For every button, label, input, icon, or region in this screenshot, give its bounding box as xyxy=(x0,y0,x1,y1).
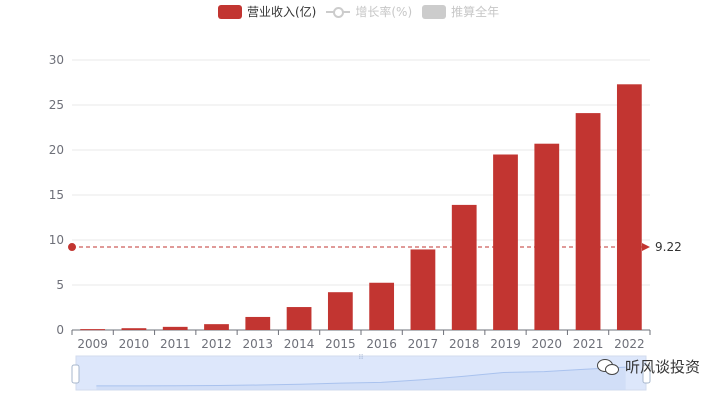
mark-line-label: 9.22 xyxy=(655,240,682,254)
legend-label-revenue: 营业收入(亿) xyxy=(247,5,317,19)
x-tick-label: 2020 xyxy=(532,337,563,351)
revenue-bar xyxy=(162,326,188,330)
x-tick-label: 2009 xyxy=(77,337,108,351)
revenue-bar xyxy=(245,316,271,330)
revenue-bar xyxy=(327,292,353,330)
x-tick-label: 2014 xyxy=(284,337,315,351)
datazoom-slider[interactable]: ⁞⁞ xyxy=(71,353,651,391)
x-tick-label: 2022 xyxy=(614,337,645,351)
x-tick-label: 2021 xyxy=(573,337,604,351)
watermark: 听风谈投资 xyxy=(596,356,700,377)
x-tick-label: 2018 xyxy=(449,337,480,351)
y-tick-label: 20 xyxy=(49,143,64,157)
datazoom-left-handle[interactable] xyxy=(71,364,80,384)
revenue-bar xyxy=(451,204,477,330)
revenue-bar xyxy=(616,84,642,330)
grid-lines xyxy=(72,59,650,286)
x-tick-label: 2015 xyxy=(325,337,356,351)
revenue-swatch-icon xyxy=(218,4,242,19)
legend-label-estimate: 推算全年 xyxy=(451,5,500,19)
y-tick-label: 10 xyxy=(49,233,64,247)
datazoom-preview-area xyxy=(96,367,626,390)
revenue-bar xyxy=(410,249,436,330)
chart-legend: 营业收入(亿) 增长率(%) 推算全年 xyxy=(218,3,499,20)
revenue-bar xyxy=(286,307,312,330)
revenue-bar xyxy=(80,329,106,331)
y-tick-label: 0 xyxy=(56,323,64,337)
x-tick-label: 2011 xyxy=(160,337,191,351)
x-tick-label: 2017 xyxy=(408,337,439,351)
x-tick-label: 2012 xyxy=(201,337,232,351)
legend-label-growth: 增长率(%) xyxy=(355,5,413,19)
x-tick-label: 2013 xyxy=(243,337,274,351)
x-axis-tick-labels: 2009 2010 2011 2012 2013 2014 2015 2016 2017 2018… xyxy=(71,330,651,351)
wechat-icon xyxy=(596,358,619,376)
revenue-bar xyxy=(369,282,395,330)
legend-item-growth[interactable]: 增长率(%) xyxy=(326,3,412,20)
x-tick-label: 2019 xyxy=(490,337,521,351)
datazoom-preview-line xyxy=(96,366,626,387)
y-tick-label: 15 xyxy=(49,188,64,202)
mark-line-start-dot xyxy=(68,243,76,252)
datazoom-right-handle[interactable] xyxy=(642,364,651,384)
y-tick-label: 5 xyxy=(56,278,64,292)
revenue-bar xyxy=(204,324,229,330)
x-tick-label: 2016 xyxy=(366,337,397,351)
revenue-bar xyxy=(493,154,518,330)
average-mark-line: 9.22 xyxy=(68,240,682,254)
legend-item-revenue[interactable]: 营业收入(亿) xyxy=(218,3,316,20)
revenue-bar xyxy=(121,328,147,330)
y-axis-tick-labels: 0 5 10 15 20 25 30 xyxy=(49,53,64,337)
estimate-swatch-icon xyxy=(422,4,447,19)
watermark-text: 听风谈投资 xyxy=(624,358,700,376)
y-tick-label: 30 xyxy=(49,53,64,67)
mark-line-arrow xyxy=(642,243,650,252)
datazoom-grip[interactable]: ⁞⁞ xyxy=(359,353,363,361)
line-circle-icon xyxy=(326,5,351,19)
revenue-bar xyxy=(575,113,601,330)
x-tick-label: 2010 xyxy=(119,337,150,351)
revenue-bars xyxy=(80,84,642,331)
y-tick-label: 25 xyxy=(49,98,64,112)
revenue-bar xyxy=(534,143,560,330)
legend-item-estimate[interactable]: 推算全年 xyxy=(422,3,499,20)
